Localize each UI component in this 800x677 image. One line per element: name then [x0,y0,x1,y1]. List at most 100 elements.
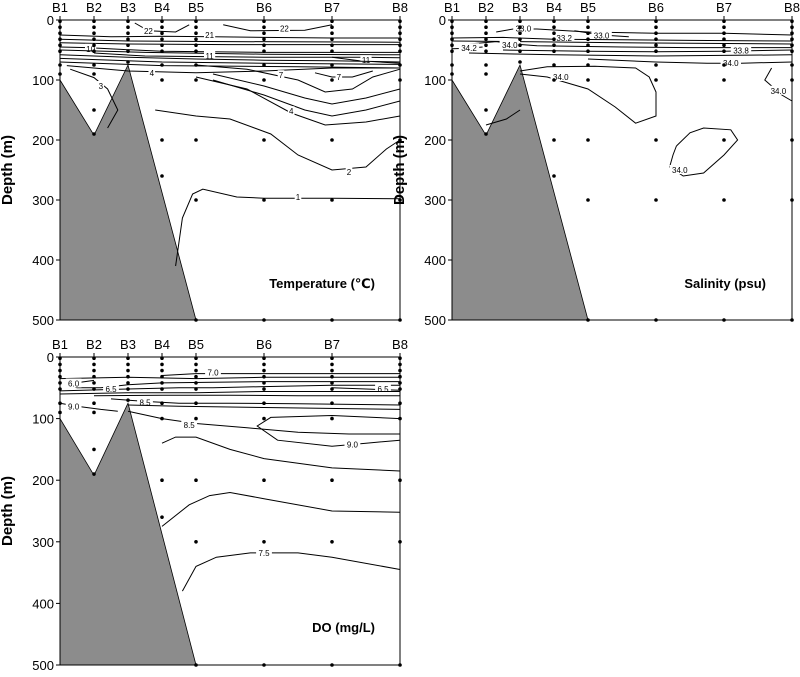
sample-point [92,401,96,406]
contour-label: 22 [280,24,289,33]
contour-label: 33.0 [516,24,532,33]
contour-label: 34.2 [461,44,477,53]
sample-point [330,368,334,373]
sample-point [194,49,198,53]
sample-point [722,78,726,82]
sample-point [160,174,164,178]
contour-line [59,391,400,395]
sample-point [126,374,130,379]
sample-point [194,198,198,202]
sample-point [262,416,266,421]
sample-point [92,43,96,47]
contour-line [59,38,401,43]
contour-label-bg [669,165,690,174]
panel-3: 7.0 6.0 6.5 6.5 8.5 9.0 8.5 9.0 7.5 B1 B2 B3 B4 B5 B6 B… [0,337,408,673]
sample-point [262,198,266,202]
contour-line [587,58,793,64]
sample-point [262,37,266,41]
contour-line [314,70,373,78]
y-tick-label: 0 [47,350,54,365]
contour-label: 2 [347,168,352,177]
sample-point [194,78,198,82]
y-tick-label: 400 [424,253,446,268]
contour-label: 7.0 [207,368,219,377]
sample-point [722,37,726,41]
contour-label: 21 [205,31,214,40]
contour-label: 34.0 [771,87,787,96]
y-tick-label: 400 [32,596,54,611]
sample-point [552,25,556,30]
sample-point [92,362,96,367]
contour-label: 8.5 [139,399,151,408]
contour-label-bg [458,43,480,53]
contour-line [93,394,400,397]
contour-label-bg [97,81,105,90]
sample-point [92,37,96,41]
contour-label-bg [335,72,343,81]
contour-line [764,67,793,102]
sample-point [518,37,522,41]
y-tick-label: 500 [32,658,54,672]
sample-point [586,31,590,35]
sample-point [484,132,488,136]
station-label: B5 [188,337,204,352]
sample-point [262,478,266,483]
sample-point [330,540,334,544]
contour-line [161,491,401,527]
contour-label: 9.0 [347,440,359,449]
contour-line [669,127,739,177]
sample-point [194,416,198,421]
contour-label: 7 [337,73,342,82]
sample-point [126,387,130,391]
contour-label: 7.5 [258,549,270,558]
y-tick-label: 400 [32,253,54,268]
contour-label-bg [287,106,295,116]
sample-point [194,540,198,544]
sample-point [518,31,522,35]
sample-point [484,49,488,53]
sample-point [518,25,522,30]
contour-label-bg [294,192,302,201]
contour-label-bg [278,23,290,33]
contour-label: 1 [296,193,301,202]
sample-point [126,25,130,30]
contour-label: 22 [144,27,153,36]
sample-point [92,368,96,373]
sample-point [194,401,198,406]
contour-label: 9.0 [68,402,80,411]
contour-label: 3 [99,82,104,91]
contour-label-bg [204,30,216,39]
sample-point [160,37,164,41]
contour-label-bg [277,70,285,80]
sample-point [586,78,590,82]
station-label: B2 [86,0,102,15]
station-label: B2 [86,337,102,352]
contour-label-bg [181,419,198,429]
sample-point [160,368,164,373]
sample-point [92,410,96,415]
sample-point [262,25,266,30]
contour-line [175,188,401,267]
station-label: B7 [324,0,340,15]
contour-line [256,414,401,447]
contour-label: 6.0 [68,379,80,388]
sample-point [92,472,96,476]
sample-point [654,31,658,35]
contour-label-bg [375,384,391,394]
sample-point [92,381,96,385]
station-label: B5 [188,0,204,15]
sample-point [126,368,130,373]
station-label: B6 [256,337,272,352]
sample-point [654,43,658,47]
sample-point [194,478,198,483]
contour-label: 4 [150,69,155,78]
contour-label: 11 [205,52,214,61]
sample-point [92,387,96,391]
contour-label-bg [730,45,752,55]
sample-point [126,43,130,47]
contour-line [161,436,401,472]
y-tick-label: 0 [47,13,54,28]
sample-point [160,515,164,519]
sample-point [92,25,96,30]
contour-label-bg [513,23,534,33]
